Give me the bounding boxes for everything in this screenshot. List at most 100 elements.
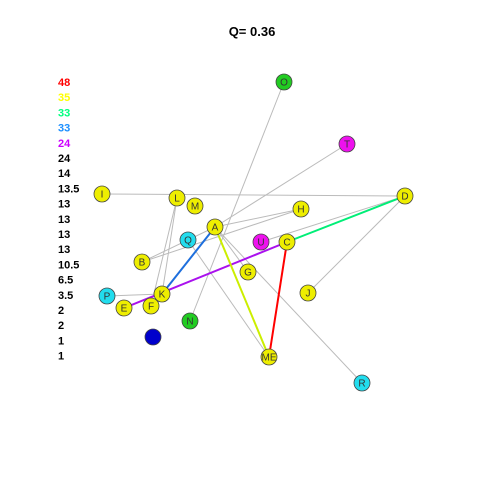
node-label: U	[257, 238, 264, 249]
node-circle	[353, 374, 371, 392]
legend-item: 13	[58, 229, 70, 241]
node-r: R	[353, 374, 371, 392]
node-g: G	[239, 263, 257, 281]
node-label: Q	[184, 236, 192, 247]
legend-item: 13	[58, 244, 70, 256]
node-label: T	[344, 140, 350, 151]
node-circle	[252, 233, 270, 251]
node-t: T	[338, 135, 356, 153]
node-label: ME	[262, 353, 277, 364]
node-h: H	[292, 200, 310, 218]
node-s	[144, 328, 162, 346]
node-label: P	[104, 292, 111, 303]
node-label: D	[401, 192, 408, 203]
edge-b-a	[141, 226, 216, 263]
node-label: B	[139, 258, 146, 269]
legend-item: 24	[58, 138, 71, 150]
node-k: K	[153, 285, 171, 303]
edge-l-k	[161, 197, 178, 295]
node-label: A	[212, 223, 219, 234]
node-circle	[168, 189, 186, 207]
node-label: O	[280, 78, 288, 89]
node-label: F	[148, 302, 154, 313]
node-circle	[396, 187, 414, 205]
node-circle	[153, 285, 171, 303]
legend-item: 13	[58, 199, 70, 211]
node-p: P	[98, 287, 116, 305]
legend-item: 48	[58, 77, 70, 89]
node-circle	[181, 312, 199, 330]
node-b: B	[133, 253, 151, 271]
node-circle	[275, 73, 293, 91]
edge-c-me	[268, 241, 288, 358]
node-m: M	[186, 197, 204, 215]
node-label: L	[174, 194, 180, 205]
edge-q-me	[187, 239, 270, 358]
legend-item: 1	[58, 335, 64, 347]
node-circle	[144, 328, 162, 346]
legend-item: 2	[58, 320, 64, 332]
legend-item: 35	[58, 92, 70, 104]
node-u: U	[252, 233, 270, 251]
node-c: C	[278, 233, 296, 251]
edge-d-j	[307, 195, 406, 294]
edge-c-d	[286, 195, 406, 243]
node-circle	[239, 263, 257, 281]
node-me: ME	[260, 348, 278, 366]
node-f: F	[142, 297, 160, 315]
edge-i-d	[101, 193, 406, 197]
node-label: M	[191, 202, 199, 213]
edge-e-c	[123, 241, 288, 309]
node-circle	[299, 284, 317, 302]
edge-a-g	[214, 226, 249, 273]
graph-title: Q= 0.36	[229, 24, 276, 39]
node-label: G	[244, 268, 252, 279]
node-circle	[93, 185, 111, 203]
node-d: D	[396, 187, 414, 205]
edge-a-me	[214, 226, 270, 358]
legend-item: 13.5	[58, 183, 79, 195]
node-label: H	[297, 205, 304, 216]
legend-item: 3.5	[58, 290, 73, 302]
node-label: I	[101, 190, 104, 201]
legend-item: 13	[58, 214, 70, 226]
node-circle	[142, 297, 160, 315]
legend-item: 6.5	[58, 275, 73, 287]
legend: 48 35 33 33 24 24 14 13.5 13 13 13 13 10.5 6.5 3.5 2 2 1 1	[58, 77, 79, 363]
edge-h-a	[214, 208, 302, 228]
edge-t-a	[214, 143, 348, 228]
node-label: C	[283, 238, 290, 249]
node-circle	[292, 200, 310, 218]
nodes: O T I LM D H A Q U C B G J P K E F N ME R	[93, 73, 414, 392]
node-label: K	[159, 290, 166, 301]
node-e: E	[115, 299, 133, 317]
node-circle	[338, 135, 356, 153]
node-l: L	[168, 189, 186, 207]
node-circle	[278, 233, 296, 251]
node-circle	[115, 299, 133, 317]
legend-item: 33	[58, 107, 70, 119]
node-circle	[133, 253, 151, 271]
node-j: J	[299, 284, 317, 302]
legend-item: 14	[58, 168, 71, 180]
edge-p-k	[106, 293, 163, 297]
node-label: N	[186, 317, 193, 328]
legend-item: 1	[58, 351, 64, 363]
edge-a-r	[214, 226, 363, 384]
node-o: O	[275, 73, 293, 91]
node-circle	[179, 231, 197, 249]
node-a: A	[206, 218, 224, 236]
node-circle	[206, 218, 224, 236]
node-q: Q	[179, 231, 197, 249]
node-label: E	[121, 304, 128, 315]
edge-k-a	[161, 226, 216, 295]
node-label: R	[358, 379, 365, 390]
legend-item: 10.5	[58, 259, 79, 271]
node-label: J	[306, 289, 311, 300]
node-n: N	[181, 312, 199, 330]
edges	[101, 81, 406, 384]
legend-item: 2	[58, 305, 64, 317]
node-circle	[98, 287, 116, 305]
node-circle	[186, 197, 204, 215]
legend-item: 24	[58, 153, 71, 165]
